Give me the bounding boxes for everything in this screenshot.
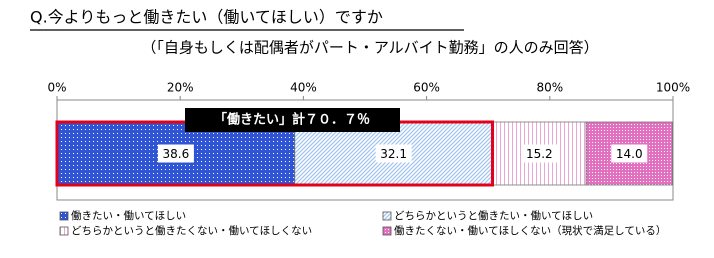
value-label: 15.2 [526,147,553,161]
value-label-bg [611,144,648,163]
legend-swatch [59,226,69,236]
value-label: 14.0 [616,147,643,161]
legend-swatch [382,211,392,221]
x-tick-label: 40% [290,81,317,95]
legend-swatch [382,226,392,236]
legend-label: 働きたくない・働いてほしくない（現状で満足している） [394,224,666,237]
legend-label: どちらかというと働きたくない・働いてほしくない [71,224,312,237]
x-tick-label: 20% [167,81,194,95]
x-tick-label: 80% [536,81,563,95]
x-tick-label: 0% [47,81,66,95]
annotation-bg [185,108,400,132]
legend-label: どちらかというと働きたい・働いてほしい [394,209,593,222]
value-label: 32.1 [380,147,407,161]
legend-label: 働きたい・働いてほしい [71,209,186,222]
bar-segment [585,121,673,186]
value-label: 38.6 [163,147,190,161]
chart-subtitle: （「自身もしくは配偶者がパート・アルバイト勤務」の人のみ回答） [141,39,598,57]
value-label-bg [375,144,412,163]
value-label-bg [521,144,558,163]
chart-title: Q.今よりもっと働きたい（働いてほしい）ですか [30,8,383,27]
x-tick-label: 60% [413,81,440,95]
value-label-bg [157,144,194,163]
annotation: 「働きたい」計７０．７％ [214,112,370,128]
x-tick-label: 100% [656,81,690,95]
legend-swatch [59,211,69,221]
